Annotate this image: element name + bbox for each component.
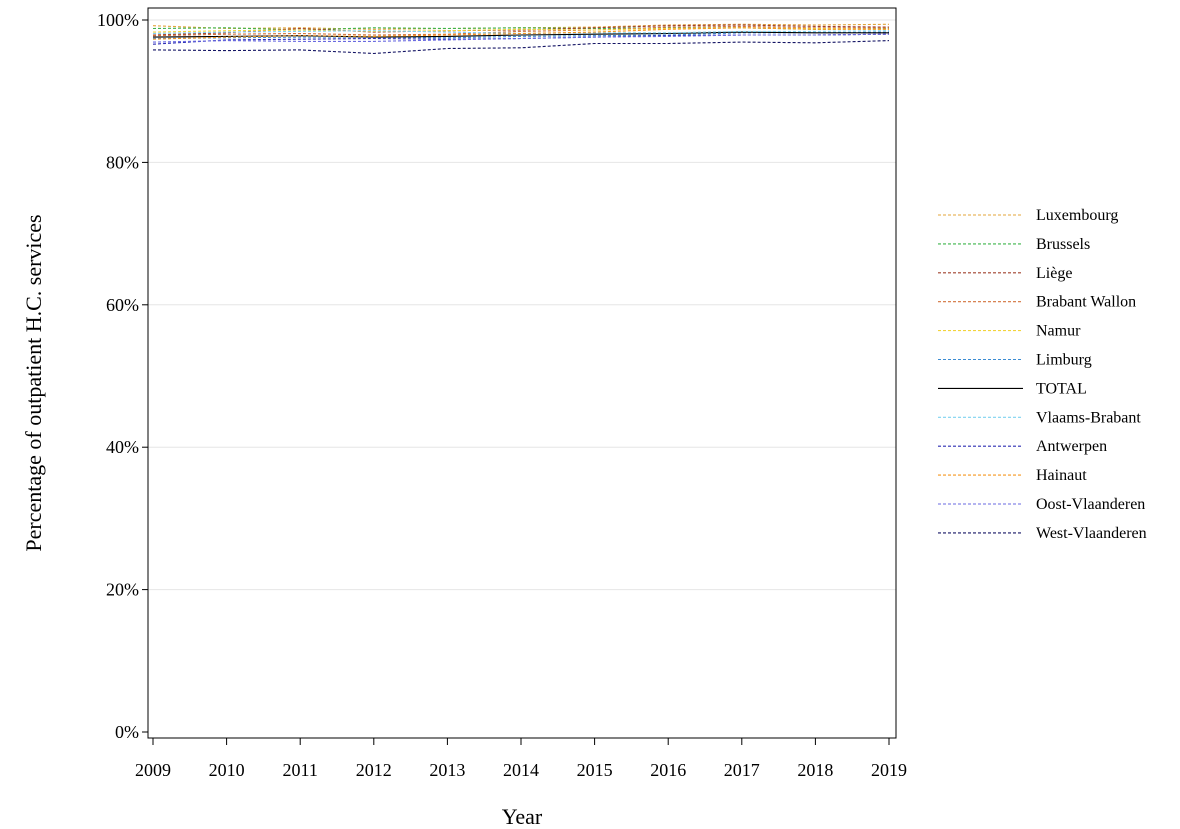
series-line-limburg — [152, 31, 890, 40]
series-line-west-vlaanderen — [152, 40, 890, 55]
legend-label-west-vlaanderen: West-Vlaanderen — [1036, 525, 1147, 542]
y-tick-label-2: 40% — [106, 437, 139, 457]
legend-label-namur: Namur — [1036, 323, 1081, 340]
y-tick-label-3: 60% — [106, 295, 139, 315]
series-line-hainaut — [152, 27, 889, 40]
series-line-vlaams-brabant — [152, 30, 890, 35]
y-tick-label-0: 0% — [115, 722, 139, 742]
legend-label-oost-vlaanderen: Oost-Vlaanderen — [1036, 496, 1145, 513]
x-axis-title: Year — [502, 804, 543, 829]
x-tick-label-4: 2013 — [429, 760, 465, 780]
series-line-oost-vlaanderen — [152, 33, 890, 43]
legend-label-total: TOTAL — [1036, 380, 1087, 397]
y-tick-label-4: 80% — [106, 152, 139, 172]
legend: Luxembourg Brussels Liège Brabant Wallon Nam… — [938, 207, 1147, 542]
legend-label-li-ge: Liège — [1036, 265, 1072, 282]
series-line-namur — [152, 27, 890, 33]
legend-label-antwerpen: Antwerpen — [1036, 438, 1107, 455]
legend-label-vlaams-brabant: Vlaams-Brabant — [1036, 409, 1141, 426]
legend-label-brabant-wallon: Brabant Wallon — [1036, 294, 1136, 311]
series-lines — [152, 23, 890, 55]
series-line-brussels — [152, 27, 890, 31]
x-axis: 2009 2010 2011 2012 2013 2014 2015 2016 2017 2018… — [135, 738, 907, 780]
series-line-luxembourg — [152, 23, 890, 30]
x-tick-label-8: 2017 — [724, 760, 760, 780]
x-tick-label-3: 2012 — [356, 760, 392, 780]
x-tick-label-9: 2018 — [797, 760, 833, 780]
y-axis-title: Percentage of outpatient H.C. services — [21, 214, 46, 551]
x-tick-label-2: 2011 — [283, 760, 318, 780]
series-line-brabant-wallon — [152, 25, 889, 37]
x-tick-label-10: 2019 — [871, 760, 907, 780]
series-line-antwerpen — [152, 33, 890, 45]
x-tick-label-0: 2009 — [135, 760, 171, 780]
y-tick-label-5: 100% — [97, 10, 139, 30]
x-tick-label-5: 2014 — [503, 760, 539, 780]
y-axis: 0% 20% 40% 60% 80% 100% — [97, 10, 148, 742]
y-tick-label-1: 20% — [106, 580, 139, 600]
legend-label-luxembourg: Luxembourg — [1036, 207, 1118, 224]
legend-label-hainaut: Hainaut — [1036, 467, 1087, 484]
x-tick-label-6: 2015 — [577, 760, 613, 780]
legend-label-brussels: Brussels — [1036, 236, 1090, 253]
x-tick-label-1: 2010 — [209, 760, 245, 780]
legend-label-limburg: Limburg — [1036, 352, 1092, 369]
plot-frame — [147, 7, 897, 739]
x-tick-label-7: 2016 — [650, 760, 686, 780]
gridlines — [148, 19, 896, 591]
